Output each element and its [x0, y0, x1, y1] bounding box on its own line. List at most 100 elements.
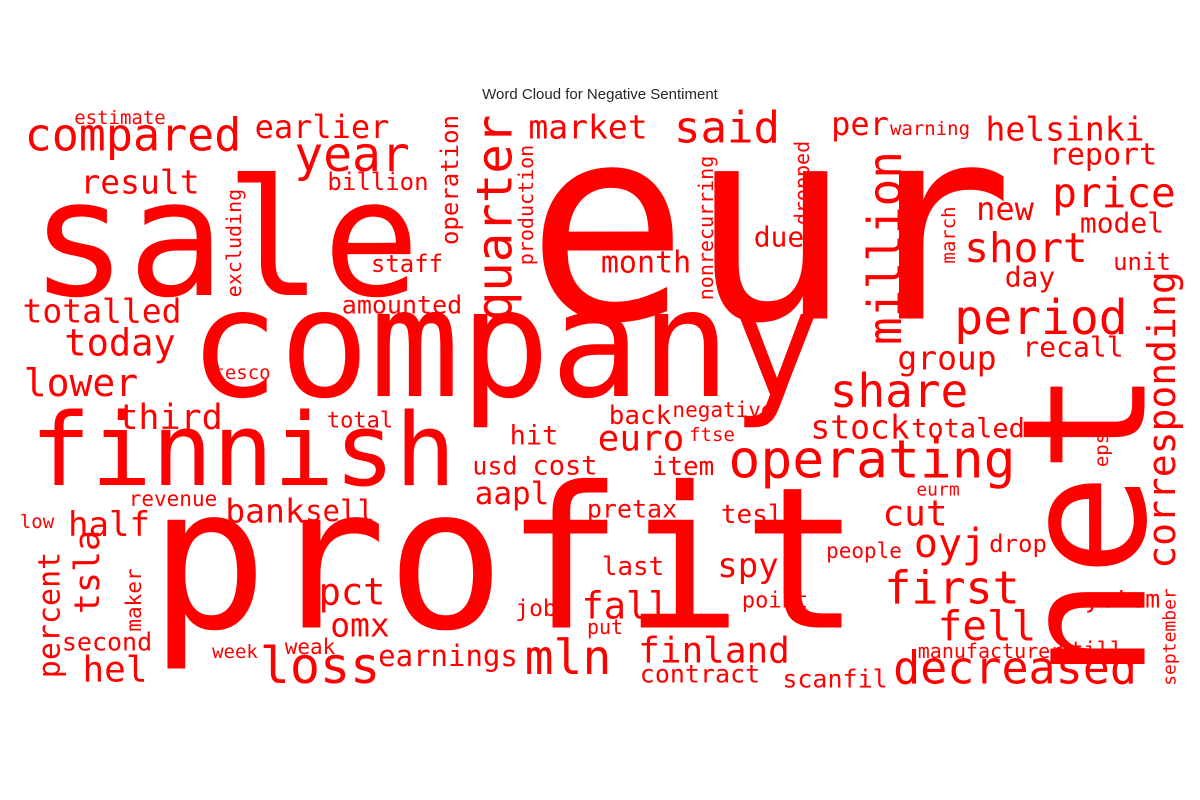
word: ftse	[689, 424, 735, 446]
word: day	[1005, 261, 1056, 294]
word: revenue	[129, 487, 218, 511]
word: nonrecurring	[694, 156, 718, 301]
word: operating	[728, 430, 1015, 491]
word: excluding	[222, 189, 246, 297]
word: totaled	[911, 414, 1025, 445]
word: oyj	[914, 521, 986, 567]
word: maker	[122, 568, 146, 631]
word: finland	[638, 631, 790, 672]
word: contract	[640, 660, 760, 689]
word: omx	[330, 606, 390, 645]
word: half	[68, 505, 150, 545]
word: pretax	[587, 495, 677, 524]
word: amounted	[342, 291, 462, 320]
word: earnings	[378, 639, 518, 673]
word: sell	[305, 494, 375, 528]
word: mln	[525, 630, 612, 686]
word: put	[587, 615, 623, 639]
word: hit	[510, 421, 559, 452]
word: stock	[810, 408, 909, 447]
word: tesla	[721, 500, 799, 530]
word: manufacturer	[918, 639, 1063, 663]
word: spy	[717, 546, 778, 586]
word: production	[514, 145, 538, 265]
word: second	[62, 628, 152, 657]
word: eur	[526, 68, 1014, 383]
word: item	[652, 452, 715, 482]
word: cost	[532, 451, 597, 482]
word: operation	[436, 115, 464, 245]
word: system	[1070, 585, 1160, 614]
word: loss	[260, 637, 380, 695]
chart-title: Word Cloud for Negative Sentiment	[482, 86, 719, 103]
word: last	[602, 552, 665, 582]
word: september	[1160, 588, 1181, 686]
word: report	[1049, 138, 1157, 173]
word: today	[64, 322, 175, 365]
word: tsla	[68, 530, 108, 614]
word: tesco	[213, 362, 270, 384]
word: company	[189, 258, 821, 432]
word: totalled	[23, 292, 182, 331]
word: still	[1057, 639, 1123, 664]
word: pct	[319, 571, 386, 614]
word: third	[117, 398, 222, 438]
word: earlier	[255, 108, 390, 146]
word: fall	[581, 585, 670, 628]
word: week	[212, 641, 258, 663]
word: negative	[672, 398, 773, 422]
word: eps	[1091, 433, 1113, 467]
word: quarter	[467, 115, 524, 322]
word: cut	[882, 494, 947, 535]
word: model	[1080, 207, 1164, 240]
word: drop	[989, 530, 1047, 558]
word: back	[609, 401, 672, 431]
word: sale	[30, 146, 420, 334]
word: warning	[890, 118, 970, 140]
word: profit	[149, 446, 861, 675]
word: recall	[1022, 331, 1123, 364]
word: due	[754, 221, 805, 254]
word: million	[858, 151, 912, 345]
word: march	[938, 206, 960, 263]
word: estimate	[74, 107, 166, 129]
word: scanfil	[782, 665, 887, 694]
word: net	[985, 370, 1186, 681]
word: per	[831, 105, 889, 143]
word: said	[674, 103, 780, 154]
word: percent	[33, 552, 68, 678]
word: billion	[327, 168, 428, 196]
word: job	[515, 596, 557, 622]
word: staff	[371, 250, 443, 278]
word: finnish	[30, 391, 456, 509]
word: fell	[938, 602, 1037, 650]
word: share	[830, 364, 968, 418]
word: year	[294, 127, 410, 183]
word: aapl	[475, 476, 550, 512]
word: group	[897, 339, 996, 378]
word: corresponding	[1140, 271, 1184, 568]
word: compared	[25, 109, 242, 162]
word: weak	[285, 635, 336, 659]
word: short	[964, 224, 1087, 272]
word: first	[884, 562, 1019, 615]
word: period	[954, 290, 1127, 346]
word: point	[742, 589, 808, 614]
word: hel	[82, 650, 147, 691]
word: helsinki	[986, 110, 1145, 149]
word: decreased	[893, 642, 1137, 695]
word: usd	[472, 452, 517, 481]
word: low	[20, 511, 55, 533]
word: market	[528, 108, 647, 147]
word: dropped	[790, 141, 814, 225]
word: month	[601, 246, 691, 281]
word: lower	[24, 361, 138, 405]
word: people	[826, 539, 902, 563]
word: price	[1052, 169, 1175, 217]
word: total	[327, 409, 393, 434]
word: result	[80, 163, 199, 202]
word: unit	[1113, 248, 1171, 276]
word: bank	[225, 492, 305, 531]
